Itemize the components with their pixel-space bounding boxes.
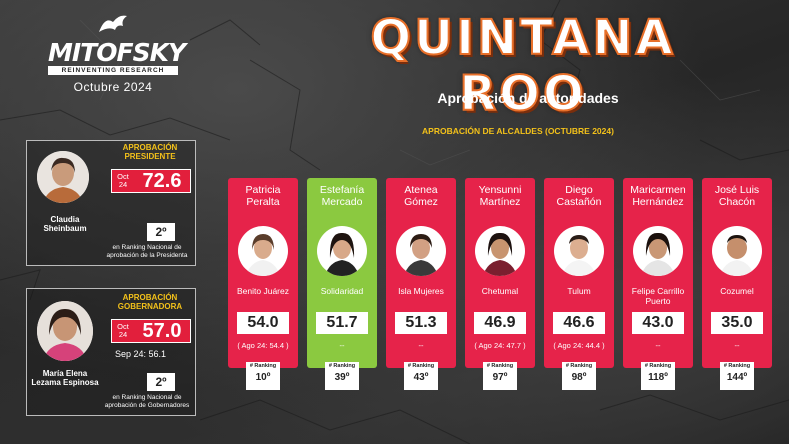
mayor-previous-score: ( Ago 24: 47.7 ) (474, 341, 526, 350)
brand-tagline: REINVENTING RESEARCH (48, 66, 178, 75)
mayor-previous-score: -- (339, 341, 345, 350)
mayor-rank: 144º (726, 372, 748, 383)
mayor-card: Atenea Gómez Isla Mujeres 51.3 -- # Rank… (386, 178, 456, 390)
mayor-avatar (238, 226, 288, 276)
mayor-name: Maricarmen Hernández (630, 184, 686, 208)
president-approval-box: Claudia Sheinbaum APROBACIÓN PRESIDENTE … (26, 140, 196, 266)
mayor-rank-tag: # Ranking 144º (720, 362, 754, 390)
governor-score-box: Oct 24 57.0 (111, 319, 191, 343)
mayor-score: 51.3 (395, 312, 447, 334)
mayor-name: Yensunni Martínez (478, 184, 522, 208)
mayor-city: Cozumel (720, 286, 754, 296)
mayor-rank: 118º (648, 372, 668, 383)
mayor-score: 51.7 (316, 312, 368, 334)
president-approval-label: APROBACIÓN PRESIDENTE (122, 143, 178, 161)
mayor-score: 46.9 (474, 312, 526, 334)
mayor-score: 43.0 (632, 312, 684, 334)
ranking-label: # Ranking (723, 363, 751, 369)
mayor-name: José Luis Chacón (714, 184, 760, 208)
mayor-city: Solidaridad (320, 286, 364, 296)
president-name: Claudia Sheinbaum (43, 215, 87, 233)
governor-rank-description: en Ranking Nacional de aprobación de Gob… (104, 394, 190, 409)
governor-score: 57.0 (142, 319, 182, 342)
mayor-rank-tag: # Ranking 98º (562, 362, 596, 390)
mayor-avatar (475, 226, 525, 276)
mayor-card: Patricia Peralta Benito Juárez 54.0 ( Ag… (228, 178, 298, 390)
president-avatar (37, 151, 89, 203)
mayor-previous-score: -- (418, 341, 424, 350)
page-title: QUINTANA ROO (369, 9, 676, 123)
mayor-previous-score: -- (655, 341, 661, 350)
mayor-name: Estefanía Mercado (319, 184, 365, 208)
mayor-previous-score: ( Ago 24: 44.4 ) (553, 341, 605, 350)
eagle-logo-icon (99, 15, 127, 32)
mayor-previous-score: ( Ago 24: 54.4 ) (237, 341, 289, 350)
ranking-label: # Ranking (328, 363, 356, 369)
president-score: 72.6 (142, 169, 182, 192)
ranking-label: # Ranking (407, 363, 435, 369)
president-score-month: Oct 24 (117, 172, 129, 189)
governor-name: María Elena Lezama Espinosa (31, 369, 99, 387)
ranking-label: # Ranking (644, 363, 672, 369)
mayor-rank-tag: # Ranking 43º (404, 362, 438, 390)
mayor-rank-tag: # Ranking 118º (641, 362, 675, 390)
president-score-box: Oct 24 72.6 (111, 169, 191, 193)
mayor-card: Yensunni Martínez Chetumal 46.9 ( Ago 24… (465, 178, 535, 390)
mayor-rank: 10º (255, 372, 271, 383)
mayor-rank: 97º (492, 372, 508, 383)
mayor-score: 54.0 (237, 312, 289, 334)
mayor-card: Estefanía Mercado Solidaridad 51.7 -- # … (307, 178, 377, 390)
mayor-avatar (396, 226, 446, 276)
president-rank: 2º (147, 223, 175, 241)
mayor-score: 46.6 (553, 312, 605, 334)
mayor-city: Chetumal (481, 286, 519, 296)
mayor-avatar (633, 226, 683, 276)
mayor-card: Maricarmen Hernández Felipe Carrillo Pue… (623, 178, 693, 390)
ranking-label: # Ranking (486, 363, 514, 369)
governor-score-month: Oct 24 (117, 322, 129, 339)
mayor-city: Felipe Carrillo Puerto (631, 286, 685, 306)
governor-rank: 2º (147, 373, 175, 391)
mayor-avatar (712, 226, 762, 276)
mayor-card: José Luis Chacón Cozumel 35.0 -- # Ranki… (702, 178, 772, 390)
page-subtitle: Aprobación de autoridades (437, 90, 619, 106)
governor-avatar (37, 301, 93, 361)
mayor-city: Isla Mujeres (398, 286, 444, 296)
report-date: Octubre 2024 (73, 80, 153, 94)
president-rank-description: en Ranking Nacional de aprobación de la … (106, 244, 188, 259)
mayor-name: Atenea Gómez (404, 184, 438, 208)
mayor-rank: 39º (334, 372, 350, 383)
mayor-rank-tag: # Ranking 39º (325, 362, 359, 390)
mayors-section-title: APROBACIÓN DE ALCALDES (OCTUBRE 2024) (422, 126, 614, 136)
mayor-city: Benito Juárez (237, 286, 289, 296)
mayor-score: 35.0 (711, 312, 763, 334)
governor-previous-score: Sep 24: 56.1 (115, 349, 167, 359)
mayor-avatar (554, 226, 604, 276)
ranking-label: # Ranking (249, 363, 277, 369)
mayor-city: Tulum (567, 286, 591, 296)
mayor-card: Diego Castañón Tulum 46.6 ( Ago 24: 44.4… (544, 178, 614, 390)
mayor-rank: 43º (413, 372, 429, 383)
mitofsky-logo: MITOFSKY REINVENTING RESEARCH (48, 12, 186, 75)
mayor-rank-tag: # Ranking 97º (483, 362, 517, 390)
mayor-name: Diego Castañón (556, 184, 602, 208)
mayor-previous-score: -- (734, 341, 740, 350)
mayor-rank-tag: # Ranking 10º (246, 362, 280, 390)
governor-approval-label: APROBACIÓN GOBERNADORA (117, 293, 183, 311)
mayor-rank: 98º (571, 372, 587, 383)
mayor-name: Patricia Peralta (245, 184, 281, 208)
governor-approval-box: María Elena Lezama Espinosa APROBACIÓN G… (26, 288, 196, 416)
mayor-avatar (317, 226, 367, 276)
brand-name: MITOFSKY (48, 38, 186, 67)
ranking-label: # Ranking (565, 363, 593, 369)
